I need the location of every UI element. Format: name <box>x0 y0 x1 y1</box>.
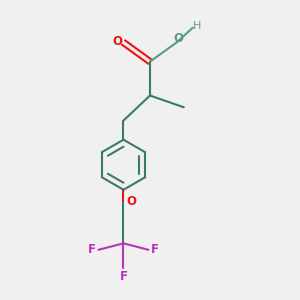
Text: F: F <box>119 270 128 283</box>
Text: F: F <box>151 243 159 256</box>
Text: O: O <box>112 34 122 48</box>
Text: O: O <box>173 32 183 45</box>
Text: F: F <box>88 243 96 256</box>
Text: H: H <box>193 21 201 31</box>
Text: O: O <box>127 195 137 208</box>
